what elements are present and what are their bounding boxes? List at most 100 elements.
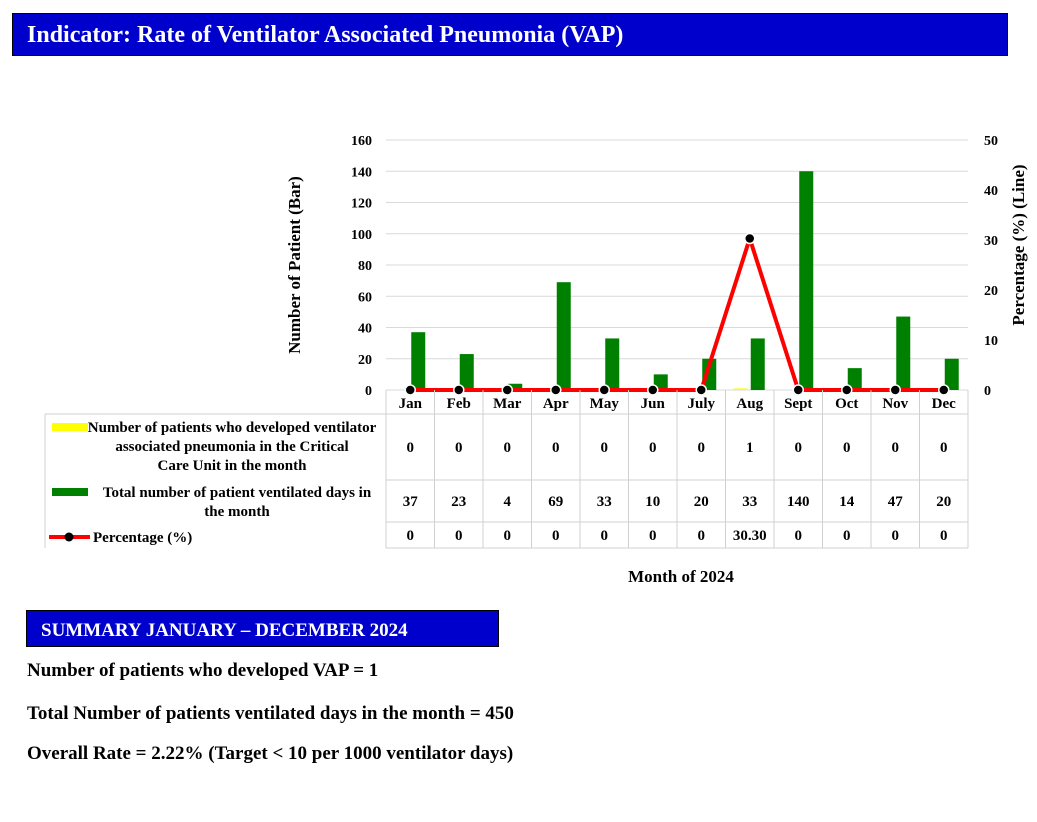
table-cell: 0	[601, 440, 609, 456]
table-cell: 0	[698, 440, 706, 456]
ventilated-days-bar	[847, 368, 862, 390]
x-tick-label: Nov	[882, 396, 908, 412]
ventilated-days-bar	[944, 358, 959, 390]
row-label-line: Care Unit in the month	[158, 458, 308, 474]
percentage-point	[695, 384, 707, 396]
table-cell: 33	[742, 494, 757, 510]
table-cell: 0	[455, 528, 463, 544]
summary-header: SUMMARY JANUARY – DECEMBER 2024	[26, 610, 499, 647]
ventilated-days-bar	[653, 374, 668, 390]
x-tick-label: Sept	[784, 396, 812, 412]
row-label-line: the month	[204, 504, 270, 520]
legend-key-percentage-marker	[64, 532, 74, 542]
table-cell: 0	[649, 440, 657, 456]
percentage-point	[889, 384, 901, 396]
table-cell: 1	[746, 440, 754, 456]
y-tick-label: 60	[358, 290, 372, 305]
y-tick-label: 40	[358, 322, 372, 337]
x-tick-label: May	[590, 396, 620, 412]
y-tick-label: 80	[358, 259, 372, 274]
row-label-line: associated pneumonia in the Critical	[115, 439, 348, 455]
table-cell: 0	[843, 440, 851, 456]
summary-ventilated-days: Total Number of patients ventilated days…	[27, 703, 514, 724]
x-tick-label: Jan	[399, 396, 423, 412]
summary-heading: SUMMARY JANUARY – DECEMBER 2024	[41, 620, 408, 641]
ventilated-days-bar	[508, 383, 523, 390]
row-label-line: Number of patients who developed ventila…	[88, 420, 377, 436]
y-tick-label: 20	[358, 353, 372, 368]
table-cell: 0	[940, 528, 948, 544]
percentage-line	[410, 236, 944, 392]
table-cell: 10	[645, 494, 660, 510]
x-tick-label: Oct	[835, 396, 858, 412]
table-cell: 20	[694, 494, 709, 510]
table-cell: 140	[787, 494, 810, 510]
y-tick-label: 120	[351, 197, 372, 212]
x-axis-title: Month of 2024	[628, 567, 734, 586]
table-cell: 0	[552, 528, 560, 544]
y2-axis-title: Percentage (%) (Line)	[1009, 164, 1028, 325]
percentage-point	[501, 384, 513, 396]
ventilated-days-bar	[459, 354, 474, 390]
table-cell: 0	[940, 440, 948, 456]
x-tick-label: Aug	[736, 396, 763, 412]
table-cell: 0	[552, 440, 560, 456]
table-cell: 23	[451, 494, 466, 510]
y-tick-label: 0	[365, 384, 372, 399]
table-cell: 20	[936, 494, 951, 510]
table-cell: 30.30	[733, 528, 767, 544]
y2-tick-label: 50	[984, 134, 998, 149]
ventilated-days-bar	[411, 332, 426, 390]
table-cell: 47	[888, 494, 904, 510]
y-tick-label: 140	[351, 165, 372, 180]
table-cell: 0	[601, 528, 609, 544]
table-cell: 0	[843, 528, 851, 544]
ventilated-days-bar	[605, 338, 620, 390]
percentage-point	[404, 384, 416, 396]
table-cell: 0	[407, 440, 415, 456]
x-tick-label: Dec	[932, 396, 956, 412]
summary-overall-rate: Overall Rate = 2.22% (Target < 10 per 10…	[27, 743, 514, 764]
legend-key-vap	[52, 423, 88, 431]
percentage-point	[744, 232, 756, 245]
y-axis-title: Number of Patient (Bar)	[285, 176, 304, 354]
x-tick-label: Apr	[543, 396, 569, 412]
y-tick-label: 100	[351, 228, 372, 243]
percentage-point	[792, 384, 804, 396]
ventilated-days-bar	[556, 282, 571, 390]
vap-bar	[733, 388, 748, 390]
summary-vap-count: Number of patients who developed VAP = 1	[27, 660, 379, 681]
table-cell: 14	[839, 494, 855, 510]
ventilated-days-bar	[799, 171, 814, 390]
table-cell: 37	[403, 494, 419, 510]
table-cell: 0	[795, 528, 803, 544]
y2-tick-label: 20	[984, 284, 998, 299]
row-label-vap: Number of patients who developed ventila…	[88, 420, 377, 474]
table-cell: 4	[504, 494, 512, 510]
page-title: Indicator: Rate of Ventilator Associated…	[27, 22, 624, 48]
y2-tick-label: 10	[984, 334, 998, 349]
percentage-point	[938, 384, 950, 396]
table-cell: 0	[795, 440, 803, 456]
percentage-point	[453, 384, 465, 396]
percentage-point	[647, 384, 659, 396]
row-label-ventilated: Total number of patient ventilated days …	[103, 485, 372, 520]
ventilated-days-bar	[896, 316, 911, 390]
indicator-header: Indicator: Rate of Ventilator Associated…	[12, 13, 1008, 56]
y2-tick-label: 40	[984, 184, 998, 199]
table-cell: 0	[504, 528, 512, 544]
table-cell: 0	[892, 528, 900, 544]
x-tick-label: July	[687, 396, 715, 412]
table-cell: 33	[597, 494, 612, 510]
percentage-point	[841, 384, 853, 396]
legend-key-ventilated	[52, 488, 88, 496]
x-tick-label: Jun	[641, 396, 666, 412]
x-tick-label: Mar	[493, 396, 522, 412]
table-cell: 0	[455, 440, 463, 456]
y-tick-label: 160	[351, 134, 372, 149]
row-label-percentage: Percentage (%)	[93, 530, 192, 546]
table-cell: 0	[649, 528, 657, 544]
row-label-line: Total number of patient ventilated days …	[103, 485, 372, 501]
table-cell: 0	[698, 528, 706, 544]
table-cell: 0	[407, 528, 415, 544]
